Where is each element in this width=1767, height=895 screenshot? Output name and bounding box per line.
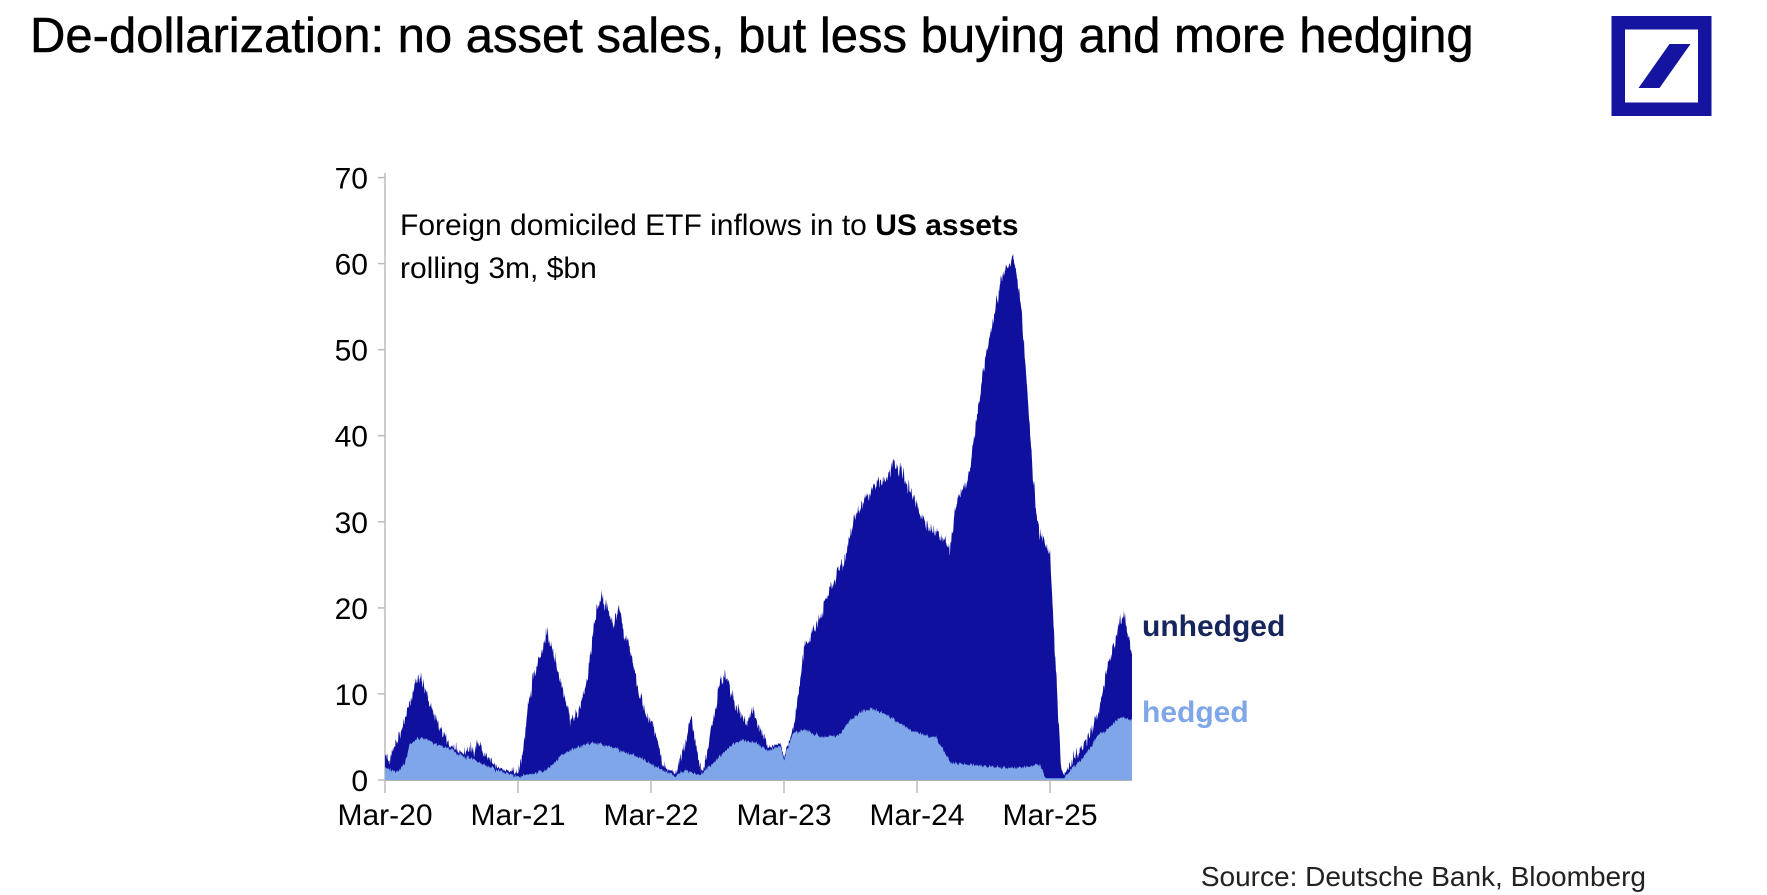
svg-text:Mar-22: Mar-22: [603, 799, 698, 832]
svg-text:50: 50: [335, 335, 368, 368]
svg-text:60: 60: [335, 249, 368, 282]
svg-text:Foreign domiciled ETF inflows: Foreign domiciled ETF inflows in to US a…: [400, 209, 1019, 242]
svg-text:Source: Deutsche Bank, Bloombe: Source: Deutsche Bank, Bloomberg: [1201, 861, 1646, 892]
svg-text:Mar-21: Mar-21: [470, 799, 565, 832]
svg-text:Mar-23: Mar-23: [736, 799, 831, 832]
svg-text:unhedged: unhedged: [1142, 610, 1285, 643]
svg-text:hedged: hedged: [1142, 696, 1249, 729]
svg-text:Mar-25: Mar-25: [1002, 799, 1097, 832]
svg-text:0: 0: [351, 765, 368, 798]
svg-text:40: 40: [335, 421, 368, 454]
svg-text:30: 30: [335, 507, 368, 540]
svg-text:10: 10: [335, 679, 368, 712]
svg-text:20: 20: [335, 593, 368, 626]
svg-text:70: 70: [335, 163, 368, 196]
svg-text:Mar-20: Mar-20: [337, 799, 432, 832]
svg-text:Mar-24: Mar-24: [869, 799, 964, 832]
svg-text:rolling 3m, $bn: rolling 3m, $bn: [400, 252, 597, 285]
